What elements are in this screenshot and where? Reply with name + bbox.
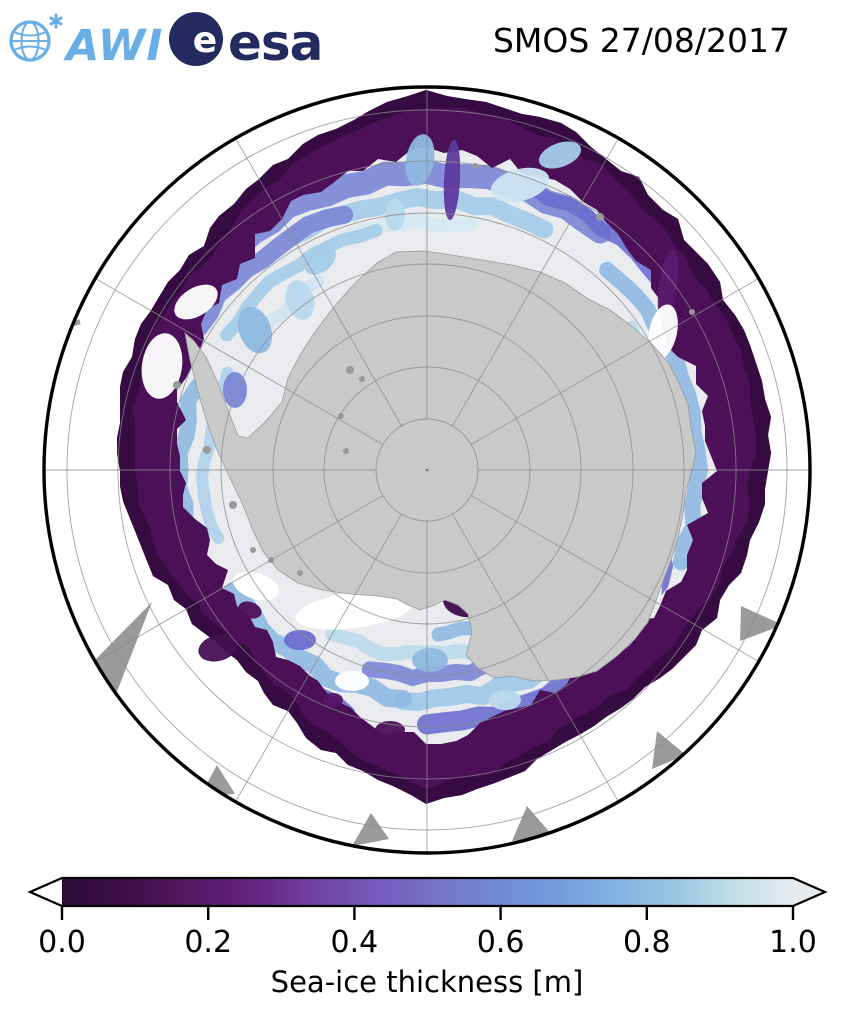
esa-globe-icon	[169, 12, 223, 66]
colorbar-gradient-bar	[62, 878, 793, 906]
colorbar-tick-label: 0.4	[331, 925, 379, 960]
colorbar-tick-labels: 0.0 0.2 0.4 0.6 0.8 1.0	[38, 925, 817, 960]
colorbar-tick-label: 0.0	[38, 925, 86, 960]
figure-title: SMOS 27/08/2017	[493, 21, 790, 60]
esa-logo: e esa	[169, 12, 323, 72]
graticule-layer	[44, 87, 810, 853]
map	[42, 85, 812, 855]
colorbar-tick-label: 0.8	[623, 925, 671, 960]
map-clip-group	[44, 87, 810, 853]
colorbar-ticks	[60, 906, 795, 920]
colorbar-over-arrow	[793, 878, 825, 906]
colorbar-tick-label: 0.2	[184, 925, 232, 960]
colorbar-tick-label: 0.6	[477, 925, 525, 960]
colorbar-tick-label: 1.0	[769, 925, 817, 960]
asterisk-icon	[49, 13, 63, 29]
globe-icon	[9, 20, 51, 62]
header: AWI e esa SMOS 27/08/2017	[9, 12, 790, 72]
map-boundary-circle	[42, 85, 812, 855]
awi-logo: AWI	[9, 13, 163, 71]
colorbar-under-arrow	[30, 878, 62, 906]
esa-wordmark: esa	[228, 14, 322, 72]
colorbar: 0.0 0.2 0.4 0.6 0.8 1.0 Sea-ice thickness [m]	[27, 876, 828, 999]
esa-globe-e: e	[193, 20, 217, 61]
colorbar-axis-label: Sea-ice thickness [m]	[271, 965, 584, 999]
awi-wordmark: AWI	[63, 21, 163, 71]
